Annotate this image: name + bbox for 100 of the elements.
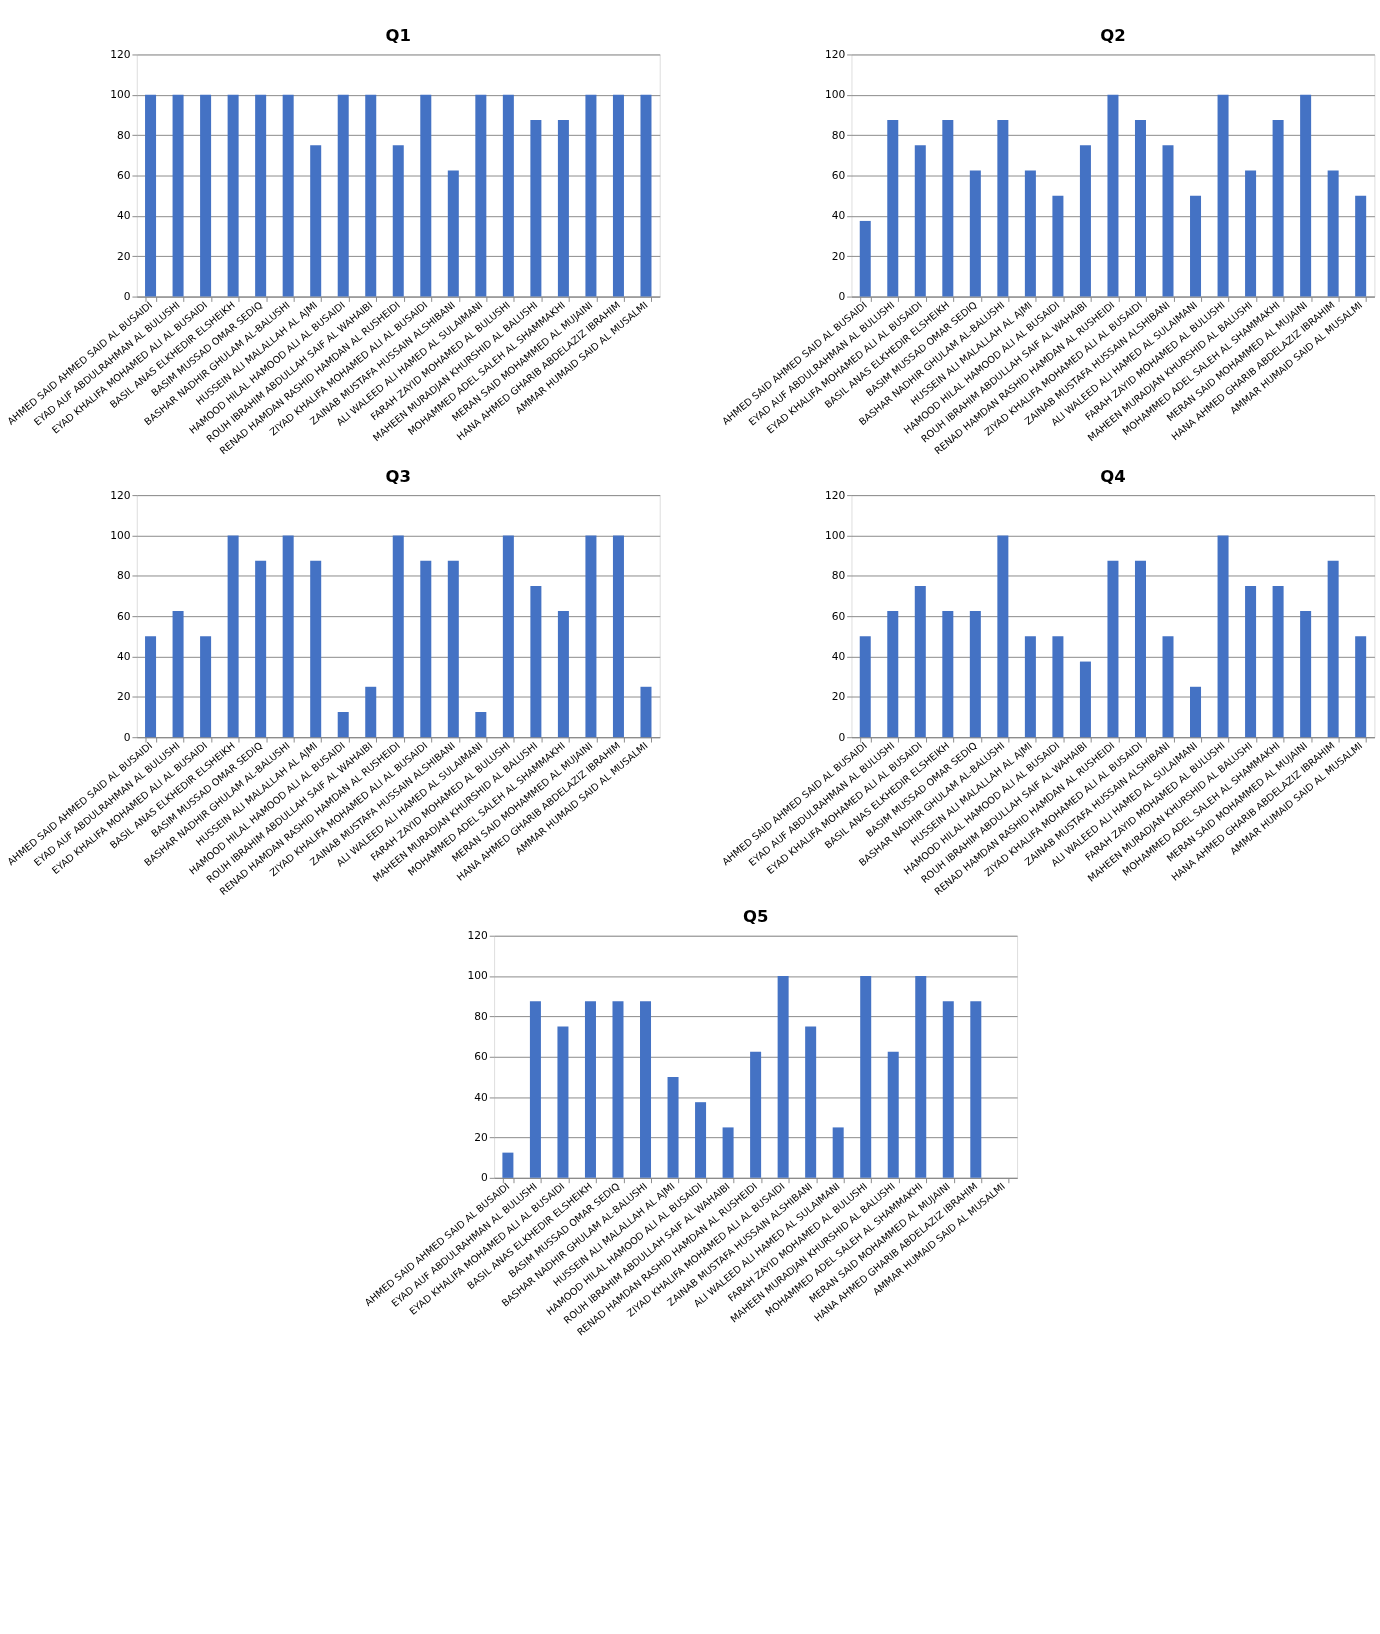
bar	[969, 170, 981, 297]
bar	[475, 712, 487, 738]
y-tick-label: 40	[474, 1090, 489, 1104]
bar	[1024, 636, 1036, 738]
bar	[392, 145, 404, 297]
chart-title: Q1	[385, 25, 411, 45]
bar	[970, 1001, 982, 1178]
bar	[420, 94, 432, 297]
bar	[1190, 195, 1202, 297]
bar	[887, 611, 899, 738]
bar	[447, 560, 459, 738]
bar	[942, 1001, 954, 1178]
bar	[200, 636, 212, 738]
chart-title: Q4	[1100, 466, 1126, 486]
y-tick-label: 100	[110, 528, 131, 542]
bar	[365, 686, 377, 738]
bar	[695, 1102, 707, 1178]
y-tick-label: 100	[824, 528, 846, 542]
bar	[640, 686, 652, 738]
bar	[860, 976, 872, 1178]
bar	[1272, 585, 1284, 738]
bar	[172, 611, 184, 738]
y-tick-label: 80	[116, 128, 131, 142]
y-tick-label: 80	[831, 128, 846, 142]
bar	[475, 94, 487, 297]
bar	[915, 976, 927, 1178]
y-tick-label: 0	[123, 289, 131, 303]
bar	[255, 560, 267, 738]
bar	[310, 145, 322, 297]
bar	[750, 1051, 762, 1178]
y-tick-label: 0	[838, 730, 846, 744]
bar	[502, 535, 514, 738]
bar	[1052, 636, 1064, 738]
y-tick-label: 80	[831, 569, 846, 583]
y-tick-label: 100	[467, 969, 489, 983]
bar	[585, 94, 597, 297]
bar	[227, 535, 239, 738]
bar	[997, 535, 1009, 738]
bar	[447, 170, 459, 297]
bar	[805, 1026, 817, 1178]
bar	[255, 94, 267, 297]
bar	[529, 1001, 541, 1178]
bar	[282, 535, 294, 738]
bar	[914, 145, 926, 297]
chart-title: Q2	[1100, 25, 1126, 45]
bar	[942, 611, 954, 738]
bar	[1217, 535, 1229, 738]
bar	[832, 1127, 844, 1178]
bar	[310, 560, 322, 738]
bar	[530, 120, 542, 297]
y-tick-label: 60	[831, 609, 846, 623]
bar	[392, 535, 404, 738]
bar	[145, 636, 157, 738]
bar	[859, 220, 871, 297]
bar	[667, 1076, 679, 1178]
y-tick-label: 120	[110, 488, 131, 502]
bar	[942, 120, 954, 297]
bar	[365, 94, 377, 297]
bar	[1162, 145, 1174, 297]
bar	[1162, 636, 1174, 738]
bar	[1355, 636, 1367, 738]
y-tick-label: 40	[831, 649, 846, 663]
y-tick-label: 40	[116, 209, 131, 223]
bar	[612, 1001, 624, 1178]
bar	[859, 636, 871, 738]
bar	[530, 585, 542, 738]
y-tick-label: 120	[467, 929, 489, 943]
bar	[1134, 560, 1146, 738]
bar	[640, 94, 652, 297]
bar	[584, 1001, 596, 1178]
bar	[502, 94, 514, 297]
y-tick-label: 80	[116, 569, 131, 583]
bar	[777, 976, 789, 1178]
bar	[914, 585, 926, 738]
y-tick-label: 20	[116, 690, 131, 704]
y-tick-label: 0	[481, 1171, 489, 1185]
bar	[420, 560, 432, 738]
bar	[557, 611, 569, 738]
y-tick-label: 20	[116, 249, 131, 263]
bar	[227, 94, 239, 297]
bar	[1217, 94, 1229, 297]
bar	[1107, 560, 1119, 738]
y-tick-label: 40	[116, 649, 131, 663]
chart-title: Q3	[385, 466, 411, 486]
bar	[1190, 686, 1202, 738]
y-tick-label: 0	[838, 289, 846, 303]
bar	[1134, 120, 1146, 297]
y-tick-label: 40	[831, 209, 846, 223]
bar	[145, 94, 157, 297]
bar	[1327, 560, 1339, 738]
bar	[722, 1127, 734, 1178]
bar	[502, 1152, 514, 1178]
bar	[1024, 170, 1036, 297]
bar	[1052, 195, 1064, 297]
bar	[640, 1001, 652, 1178]
y-tick-label: 60	[116, 168, 131, 182]
y-tick-label: 60	[474, 1050, 489, 1064]
bar	[997, 120, 1009, 297]
bar	[969, 611, 981, 738]
y-tick-label: 120	[824, 47, 846, 61]
